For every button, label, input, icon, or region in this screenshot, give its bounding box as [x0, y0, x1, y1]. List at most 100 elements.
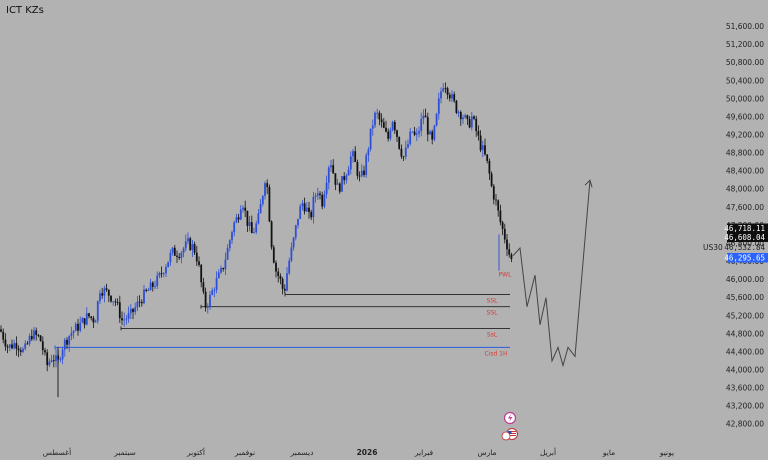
- candle-body: [415, 133, 418, 135]
- y-tick-label: 49,200.00: [726, 131, 764, 140]
- candle-body: [400, 148, 403, 157]
- y-tick-label: 42,800.00: [726, 420, 764, 429]
- candle-body: [88, 313, 90, 317]
- candle-body: [503, 228, 506, 240]
- candle-body: [270, 221, 273, 248]
- candle-body: [237, 217, 240, 220]
- annotation-label: PWL: [499, 272, 513, 279]
- y-tick-label: 44,000.00: [726, 365, 764, 374]
- candle-body: [429, 131, 431, 135]
- candle-body: [231, 232, 233, 241]
- candle-body: [281, 278, 284, 289]
- annotations: PWL: [499, 272, 513, 279]
- price-axis[interactable]: 51,600.00 51,200.00 50,800.00 50,400.00 50,0…: [726, 22, 764, 429]
- candle-body: [200, 264, 203, 283]
- x-tick-label: سبتمبر: [113, 448, 136, 457]
- candle-body: [360, 170, 363, 176]
- y-tick-label: 50,400.00: [726, 76, 764, 85]
- candle-body: [316, 193, 319, 196]
- candle-body: [15, 343, 18, 349]
- candle-body: [248, 222, 251, 226]
- candle-body: [391, 122, 394, 131]
- candle-body: [118, 302, 121, 319]
- candle-body: [35, 330, 38, 335]
- candle-body: [297, 218, 299, 226]
- candle-body: [77, 323, 79, 331]
- candle-body: [451, 94, 453, 99]
- candle-body: [114, 301, 117, 303]
- candle-body: [321, 194, 324, 207]
- candle-body: [272, 247, 275, 263]
- candle-body: [37, 334, 40, 336]
- candle-body: [437, 98, 440, 114]
- candle-body: [286, 273, 288, 291]
- candle-body: [327, 167, 330, 183]
- lightning-icon-glyph: [508, 414, 513, 422]
- candle-body: [389, 130, 392, 139]
- candle-body: [369, 128, 372, 150]
- candle-body: [154, 286, 156, 287]
- candle-body: [206, 306, 209, 308]
- candle-body: [396, 130, 398, 137]
- candle-body: [96, 301, 99, 321]
- candle-body: [336, 183, 339, 185]
- candle-body: [147, 290, 150, 291]
- candle-body: [407, 144, 409, 148]
- time-axis[interactable]: أغسطس سبتمبر أكتوبر نوفمبر ديسمبر 2026 فبراير م…: [43, 447, 674, 457]
- candle-body: [191, 244, 194, 250]
- candle-body: [508, 249, 511, 255]
- candle-body: [138, 301, 141, 303]
- candle-body: [107, 289, 110, 296]
- candle-body: [178, 256, 181, 259]
- candle-body: [17, 348, 20, 351]
- x-tick-label: ديسمبر: [290, 448, 314, 457]
- candle-body: [13, 343, 16, 349]
- candle-body: [345, 175, 348, 181]
- candle-body: [475, 118, 478, 132]
- candle-body: [418, 131, 420, 134]
- y-tick-label: 44,400.00: [726, 347, 764, 356]
- candle-body: [50, 360, 53, 362]
- candle-body: [4, 339, 7, 347]
- candle-body: [310, 212, 313, 218]
- candle-body: [110, 295, 112, 302]
- candle-body: [374, 112, 376, 126]
- candle-body: [354, 151, 357, 162]
- y-tick-label: 50,800.00: [726, 58, 764, 67]
- candle-body: [495, 199, 497, 201]
- candle-body: [55, 355, 57, 362]
- candle-body: [413, 131, 416, 135]
- us-flag-icon-secondary[interactable]: [501, 431, 511, 441]
- candle-body: [233, 222, 236, 233]
- liquidity-levels: SSL SSL SsL Cisd 1H: [54, 292, 510, 357]
- candle-body: [132, 308, 134, 312]
- y-tick-label: 47,600.00: [726, 203, 764, 212]
- candle-body: [123, 319, 126, 321]
- candle-body: [85, 313, 88, 325]
- candle-body: [246, 210, 249, 226]
- x-tick-label: فبراير: [414, 448, 434, 457]
- candle-body: [459, 112, 462, 120]
- candle-body: [479, 135, 482, 151]
- candle-body: [323, 194, 326, 207]
- candle-body: [510, 254, 513, 259]
- candle-body: [422, 115, 425, 119]
- candle-body: [61, 349, 64, 360]
- candle-body: [371, 125, 374, 129]
- y-tick-label: 43,200.00: [726, 402, 764, 411]
- candle-body: [92, 317, 95, 323]
- candle-body: [116, 302, 119, 304]
- y-tick-label: 49,600.00: [726, 112, 764, 121]
- candle-body: [506, 239, 508, 250]
- candle-body: [182, 248, 185, 253]
- candle-body: [484, 145, 486, 155]
- candle-body: [424, 115, 427, 118]
- y-tick-label: 50,000.00: [726, 94, 764, 103]
- candle-body: [464, 115, 467, 118]
- candle-body: [242, 207, 244, 210]
- projection-line[interactable]: [512, 180, 591, 368]
- candle-body: [171, 247, 174, 253]
- event-icons[interactable]: [501, 411, 518, 441]
